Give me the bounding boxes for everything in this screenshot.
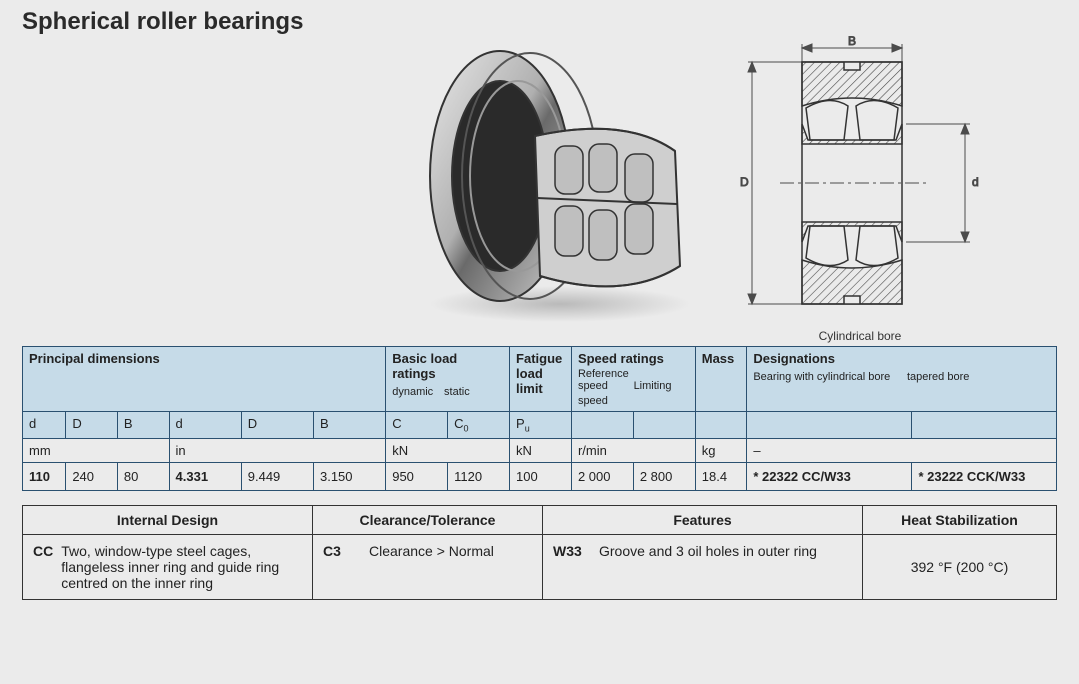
- label-tapered-bore: tapered bore: [907, 371, 969, 383]
- text-features: Groove and 3 oil holes in outer ring: [599, 543, 817, 559]
- dim-label-d: d: [972, 175, 979, 189]
- val-desig1: * 22322 CC/W33: [747, 462, 912, 490]
- description-table: Internal Design Clearance/Tolerance Feat…: [22, 505, 1057, 600]
- hdr-heat: Heat Stabilization: [863, 505, 1057, 534]
- group-mass: Mass: [702, 351, 741, 366]
- dim-label-D: D: [740, 175, 749, 189]
- label-dynamic: dynamic: [392, 386, 433, 398]
- val-D-mm: 240: [66, 462, 118, 490]
- diagram-caption: Cylindrical bore: [720, 329, 1000, 343]
- group-fatigue: Fatigue load limit: [516, 351, 565, 396]
- col-d-in: d: [169, 412, 241, 439]
- val-C: 950: [386, 462, 448, 490]
- col-C0: C0: [448, 412, 510, 439]
- dim-label-B: B: [848, 36, 856, 48]
- val-desig2: * 23222 CCK/W33: [912, 462, 1057, 490]
- group-designations: Designations: [753, 351, 1050, 366]
- unit-in: in: [169, 438, 386, 462]
- val-lim-speed: 2 800: [633, 462, 695, 490]
- hdr-clearance: Clearance/Tolerance: [313, 505, 543, 534]
- val-d-in: 4.331: [169, 462, 241, 490]
- col-d-mm: d: [23, 412, 66, 439]
- val-B-mm: 80: [117, 462, 169, 490]
- code-features: W33: [553, 543, 587, 559]
- hdr-features: Features: [543, 505, 863, 534]
- val-d-mm: 110: [23, 462, 66, 490]
- unit-kN: kN: [386, 438, 510, 462]
- label-ref-speed: Reference speed: [578, 368, 630, 392]
- col-B-in: B: [313, 412, 385, 439]
- col-Pu: Pu: [510, 412, 572, 439]
- val-Pu: 100: [510, 462, 572, 490]
- val-B-in: 3.150: [313, 462, 385, 490]
- val-mass: 18.4: [695, 462, 747, 490]
- bearing-3d-render: [380, 36, 720, 331]
- text-internal: Two, window-type steel cages, flangeless…: [61, 543, 302, 591]
- col-B-mm: B: [117, 412, 169, 439]
- hdr-internal: Internal Design: [23, 505, 313, 534]
- image-row: D B d: [0, 36, 1079, 346]
- val-C0: 1120: [448, 462, 510, 490]
- col-C: C: [386, 412, 448, 439]
- cell-internal: CC Two, window-type steel cages, flangel…: [23, 534, 313, 599]
- page-title: Spherical roller bearings: [0, 0, 1079, 36]
- cell-heat: 392 °F (200 °C): [863, 534, 1057, 599]
- code-clearance: C3: [323, 543, 357, 559]
- unit-dash: –: [747, 438, 1057, 462]
- unit-rmin: r/min: [571, 438, 695, 462]
- technical-diagram: D B d: [720, 36, 1000, 343]
- col-D-in: D: [241, 412, 313, 439]
- cell-clearance: C3 Clearance > Normal: [313, 534, 543, 599]
- text-clearance: Clearance > Normal: [369, 543, 494, 559]
- group-basic-load: Basic load ratings: [392, 351, 503, 381]
- label-static: static: [444, 386, 470, 398]
- unit-mm: mm: [23, 438, 170, 462]
- group-speed: Speed ratings: [578, 351, 689, 366]
- group-principal: Principal dimensions: [29, 351, 379, 366]
- cell-features: W33 Groove and 3 oil holes in outer ring: [543, 534, 863, 599]
- label-cyl-bore: Bearing with cylindrical bore: [753, 371, 903, 383]
- unit-kg: kg: [695, 438, 747, 462]
- code-internal: CC: [33, 543, 53, 591]
- col-D-mm: D: [66, 412, 118, 439]
- val-D-in: 9.449: [241, 462, 313, 490]
- val-ref-speed: 2 000: [571, 462, 633, 490]
- dimensions-table: Principal dimensions Basic load ratings …: [22, 346, 1057, 491]
- unit-kN2: kN: [510, 438, 572, 462]
